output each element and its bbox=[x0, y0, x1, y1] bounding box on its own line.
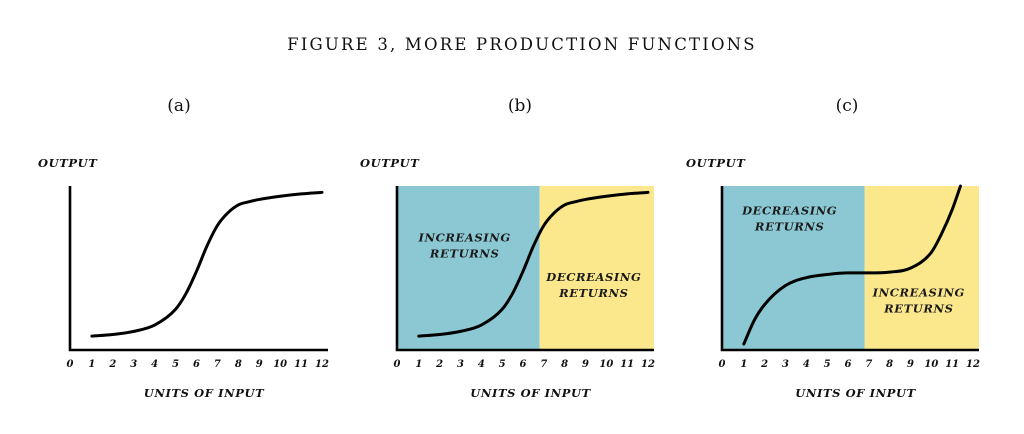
axes bbox=[395, 186, 654, 352]
x-tick-label: 11 bbox=[294, 359, 308, 370]
y-axis-label: OUTPUT bbox=[686, 156, 746, 170]
x-tick-label: 2 bbox=[760, 359, 768, 370]
region-label: DECREASING bbox=[545, 270, 641, 284]
x-tick-label: 3 bbox=[457, 359, 464, 370]
panel-label: (c) bbox=[836, 96, 859, 116]
y-axis-label: OUTPUT bbox=[38, 156, 98, 170]
x-tick-label: 5 bbox=[172, 359, 179, 370]
shaded-region bbox=[722, 186, 865, 350]
region-label: RETURNS bbox=[754, 219, 824, 233]
region-label: RETURNS bbox=[429, 246, 499, 260]
production-curve bbox=[417, 190, 650, 338]
panel-label: (b) bbox=[508, 96, 532, 116]
x-tick-label: 12 bbox=[641, 359, 655, 370]
x-tick-label: 0 bbox=[67, 359, 74, 370]
figure-title: FIGURE 3, MORE PRODUCTION FUNCTIONS bbox=[287, 35, 757, 54]
axes bbox=[68, 186, 328, 352]
region-label: RETURNS bbox=[883, 302, 953, 316]
x-tick-label: 8 bbox=[235, 359, 242, 370]
x-tick-label: 7 bbox=[214, 359, 221, 370]
chart-panel: (c) OUTPUT DECREASING RETURNS INCREASING RETU… bbox=[686, 96, 980, 400]
x-tick-label: 10 bbox=[273, 359, 287, 370]
x-tick-label: 1 bbox=[88, 359, 95, 370]
axes bbox=[720, 186, 979, 352]
x-tick-label: 0 bbox=[719, 359, 726, 370]
x-tick-label: 7 bbox=[865, 359, 872, 370]
shaded-region bbox=[397, 186, 540, 350]
x-axis-label: UNITS OF INPUT bbox=[795, 386, 916, 400]
region-label: RETURNS bbox=[558, 286, 628, 300]
x-tick-label: 8 bbox=[886, 359, 893, 370]
region-label: INCREASING bbox=[872, 286, 965, 300]
x-tick-label: 6 bbox=[193, 359, 200, 370]
x-tick-label: 6 bbox=[520, 359, 527, 370]
shaded-region bbox=[539, 186, 654, 350]
x-tick-label: 9 bbox=[582, 359, 589, 370]
production-curve bbox=[90, 190, 324, 338]
x-tick-label: 6 bbox=[845, 359, 852, 370]
panel-label: (a) bbox=[167, 96, 190, 116]
x-axis-label: UNITS OF INPUT bbox=[144, 386, 265, 400]
x-tick-label: 0 bbox=[394, 359, 401, 370]
x-tick-label: 12 bbox=[966, 359, 980, 370]
production-curve bbox=[742, 184, 962, 346]
x-tick-label: 1 bbox=[415, 359, 422, 370]
x-tick-label: 2 bbox=[108, 359, 116, 370]
x-tick-label: 2 bbox=[435, 359, 443, 370]
x-tick-label: 11 bbox=[945, 359, 959, 370]
x-tick-label: 4 bbox=[803, 359, 810, 370]
region-label: DECREASING bbox=[741, 203, 837, 217]
x-tick-label: 9 bbox=[256, 359, 263, 370]
region-label: INCREASING bbox=[418, 230, 511, 244]
x-tick-label: 4 bbox=[478, 359, 485, 370]
x-tick-label: 8 bbox=[561, 359, 568, 370]
x-tick-label: 1 bbox=[740, 359, 747, 370]
y-axis-label: OUTPUT bbox=[360, 156, 420, 170]
x-tick-label: 10 bbox=[599, 359, 613, 370]
x-tick-label: 5 bbox=[824, 359, 831, 370]
x-tick-label: 11 bbox=[620, 359, 634, 370]
x-tick-label: 10 bbox=[924, 359, 938, 370]
x-tick-label: 4 bbox=[151, 359, 158, 370]
x-tick-label: 12 bbox=[315, 359, 329, 370]
x-axis-label: UNITS OF INPUT bbox=[470, 386, 591, 400]
x-tick-label: 7 bbox=[540, 359, 547, 370]
x-tick-label: 3 bbox=[782, 359, 789, 370]
x-tick-label: 5 bbox=[499, 359, 506, 370]
chart-panel: (b) OUTPUT INCREASING RETURNS DECREASING RETU… bbox=[360, 96, 655, 400]
x-tick-label: 3 bbox=[130, 359, 137, 370]
shaded-region bbox=[864, 186, 979, 350]
x-tick-label: 9 bbox=[907, 359, 914, 370]
